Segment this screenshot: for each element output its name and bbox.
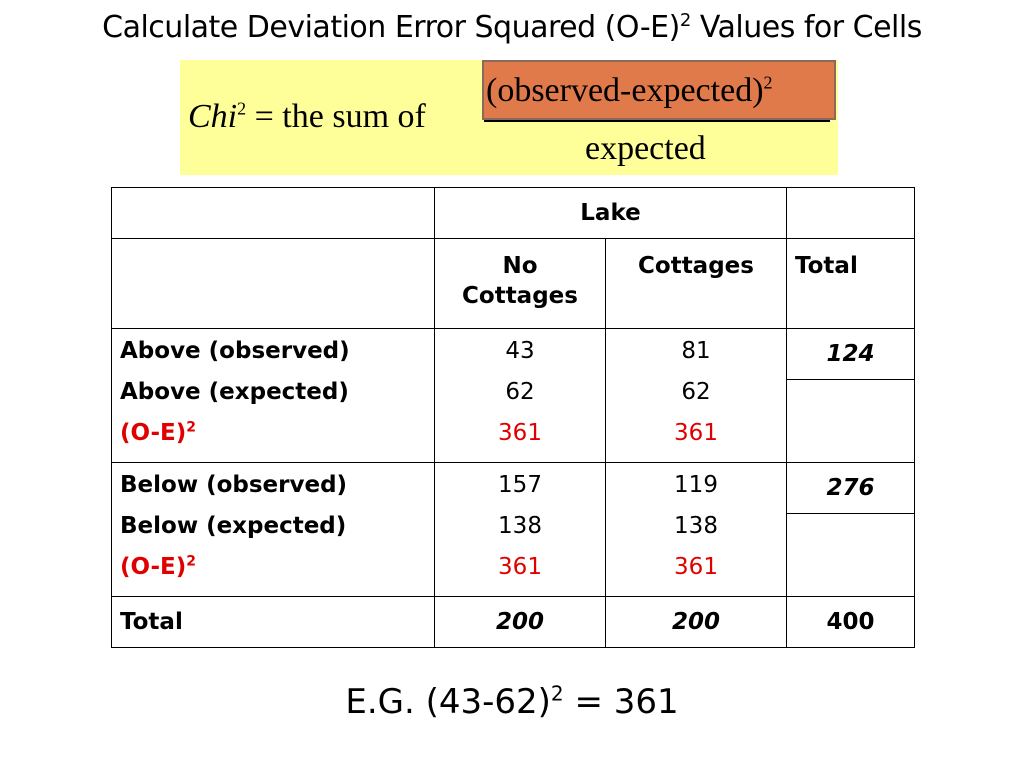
empty-cell — [111, 238, 435, 329]
formula-denominator: expected — [585, 130, 706, 167]
total-label: Total — [111, 596, 435, 648]
below-total: 276 — [786, 462, 915, 514]
example-calculation: E.G. (43-62)2 = 361 — [345, 681, 679, 722]
table-row: Lake — [111, 187, 915, 239]
table-row: Above (observed) Above (expected) (O-E)2… — [111, 328, 915, 463]
header-lake: Lake — [434, 187, 787, 239]
chi-square-formula: Chi2 = the sum of (observed-expected)2 e… — [180, 60, 838, 175]
formula-numerator: (observed-expected)2 — [486, 72, 773, 109]
below-no-cottages-values: 157 138 361 — [434, 462, 606, 597]
above-labels: Above (observed) Above (expected) (O-E)2 — [111, 328, 435, 463]
total-no-cottages: 200 — [434, 596, 606, 648]
table-row — [112, 513, 915, 597]
table-row: No Cottages Cottages Total — [111, 238, 915, 329]
above-no-cottages-values: 43 62 361 — [434, 328, 606, 463]
formula-left-side: Chi2 = the sum of — [188, 98, 426, 135]
header-total: Total — [786, 238, 915, 329]
above-total: 124 — [786, 328, 915, 380]
total-cottages: 200 — [605, 596, 787, 648]
header-no-cottages: No Cottages — [434, 238, 606, 329]
slide-title: Calculate Deviation Error Squared (O-E)2… — [102, 10, 922, 45]
empty-cell — [786, 379, 915, 463]
above-cottages-values: 81 62 361 — [605, 328, 787, 463]
empty-cell — [111, 187, 435, 239]
numerator-highlight — [482, 60, 836, 120]
header-cottages: Cottages — [605, 238, 787, 329]
table-row: Below (observed) Below (expected) (O-E)2… — [111, 462, 915, 597]
empty-cell — [786, 513, 915, 597]
empty-cell — [786, 187, 915, 239]
below-labels: Below (observed) Below (expected) (O-E)2 — [111, 462, 435, 597]
fraction-line — [484, 120, 830, 122]
table-row: Total 200 200 400 — [111, 596, 915, 648]
below-cottages-values: 119 138 361 — [605, 462, 787, 597]
contingency-table: Lake No Cottages Cottages Total Above (o… — [111, 187, 915, 648]
grand-total: 400 — [786, 596, 915, 648]
